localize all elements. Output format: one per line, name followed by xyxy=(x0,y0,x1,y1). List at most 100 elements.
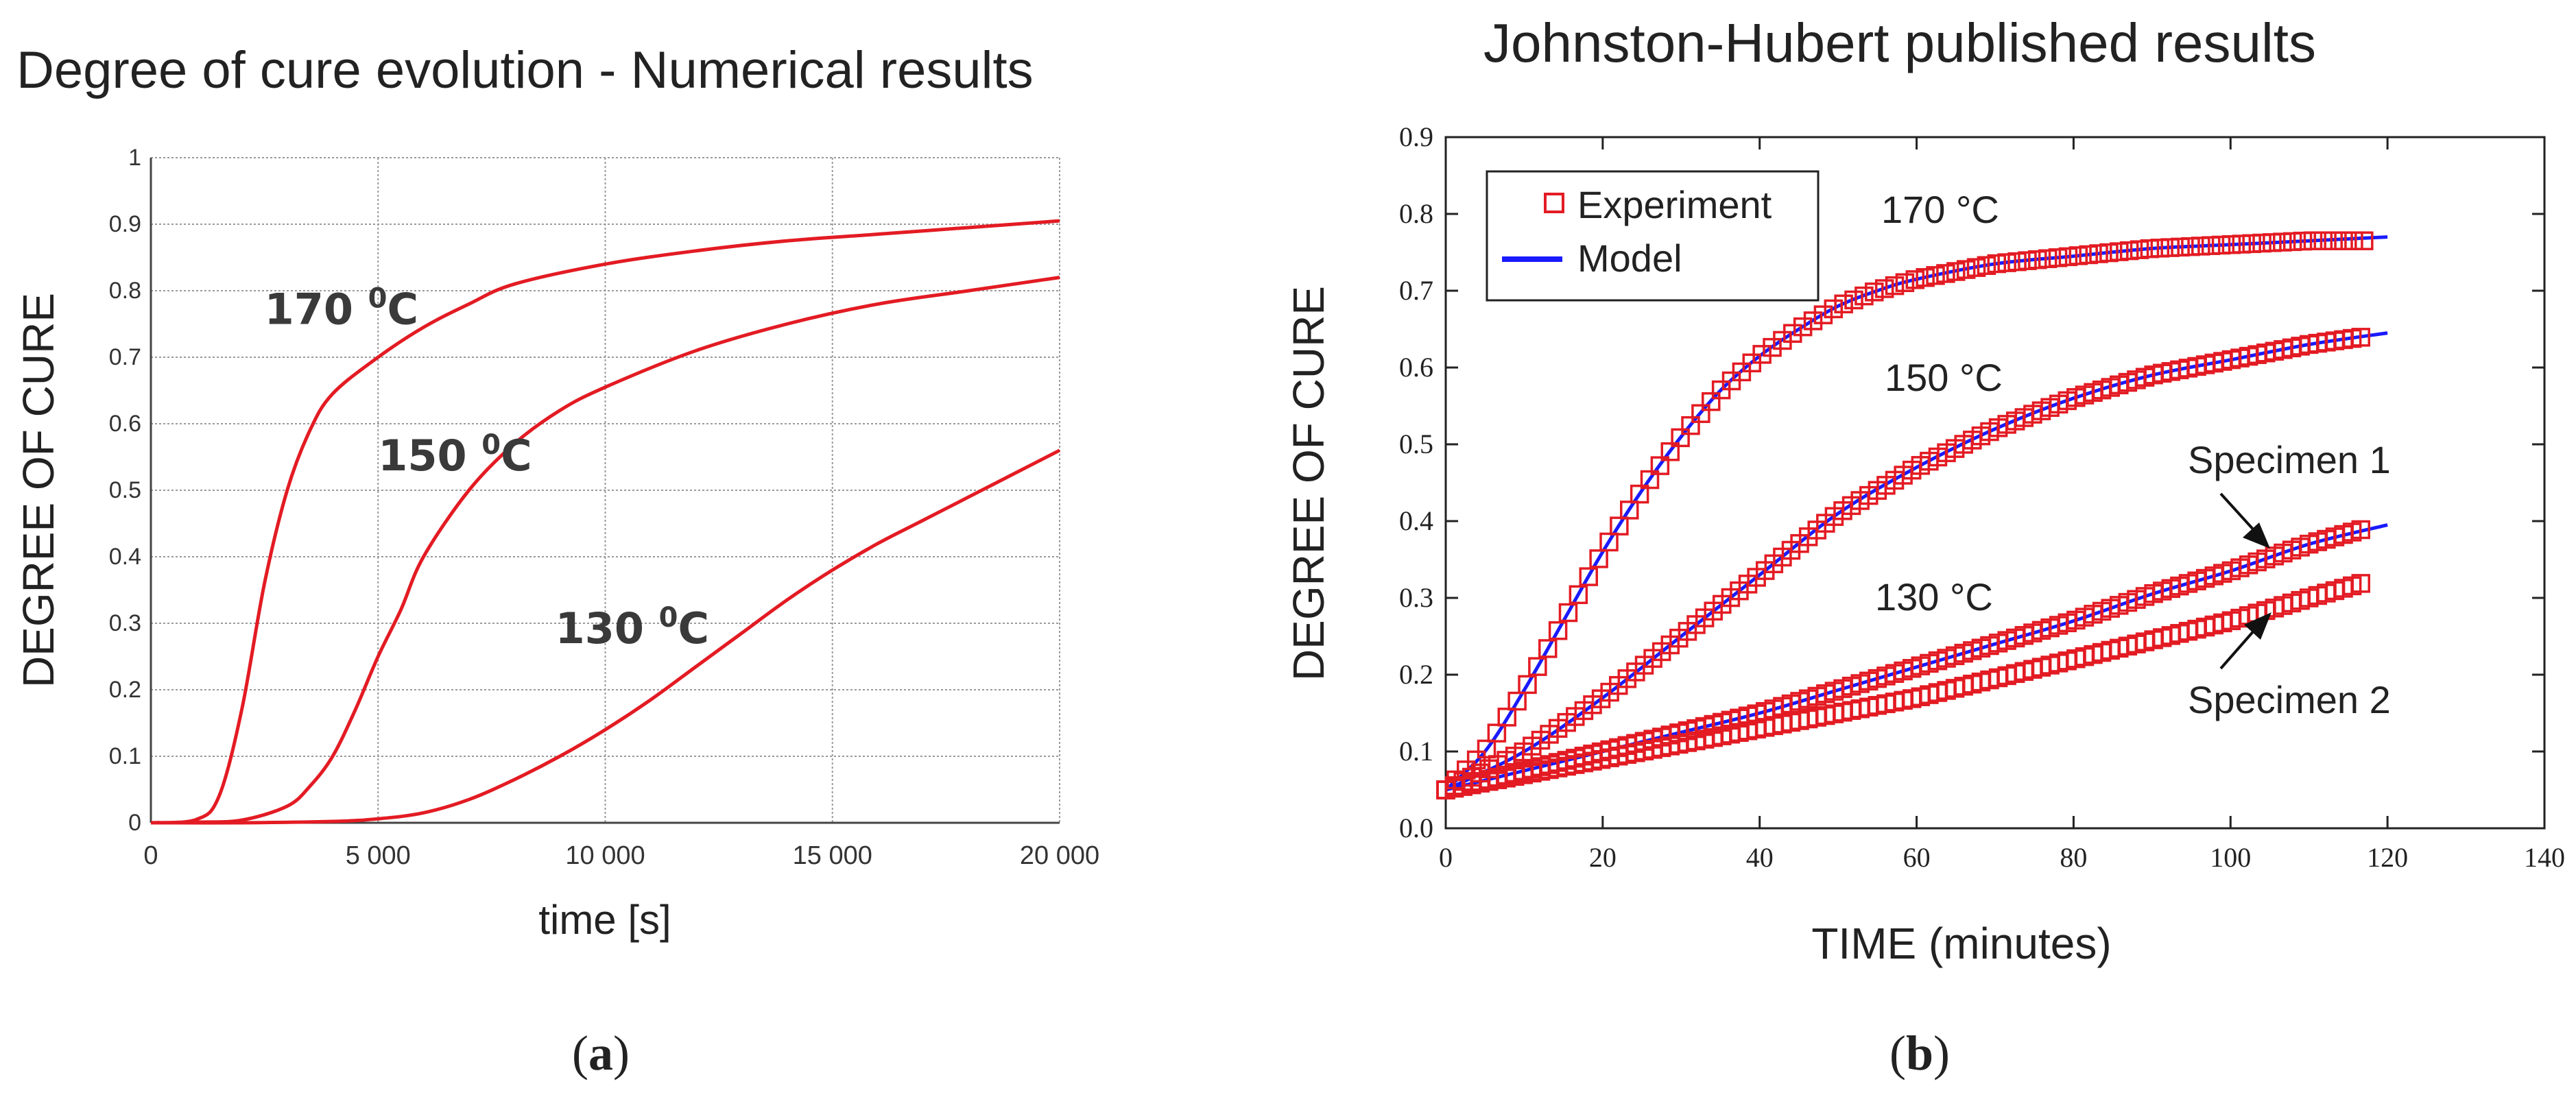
panel-a-y-ticks: 0 0.1 0.2 0.3 0.4 0.5 0.6 0.7 0.8 0.9 1 xyxy=(109,145,141,836)
panel-b-experiment-marker xyxy=(2351,328,2370,347)
panel-a-y-tick-label: 0.5 xyxy=(109,477,141,503)
panel-b-x-tick-label: 0 xyxy=(1439,842,1453,873)
panel-a-y-tick-label: 0.4 xyxy=(109,544,141,570)
panel-a-curve-label-1: 150 0C xyxy=(378,429,532,481)
panel-a-y-tick-label: 0.8 xyxy=(109,278,141,304)
label-130c: 130 °C xyxy=(1875,575,1993,618)
panel-b-experiment-marker xyxy=(2263,233,2282,252)
panel-b-experiment-marker xyxy=(2201,236,2221,255)
panel-b-y-tick-label: 0.8 xyxy=(1399,198,1433,229)
panel-b-experiment-marker xyxy=(1497,708,1517,727)
panel-b-experiment-marker xyxy=(1977,256,1996,276)
panel-b-y-label: DEGREE OF CURE xyxy=(1284,286,1333,681)
panel-b-experiment-marker xyxy=(2079,245,2098,265)
panel-b-x-tick-label: 40 xyxy=(1746,842,1774,873)
label-170c: 170 °C xyxy=(1881,188,1999,231)
panel-b-experiment-marker xyxy=(1783,324,1802,344)
panel-b-experiment-marker xyxy=(1987,254,2007,274)
panel-b-x-tick-label: 100 xyxy=(2210,842,2251,873)
panel-b-experiment-marker xyxy=(1507,691,1527,711)
panel-b-experiment-marker xyxy=(2007,252,2027,272)
panel-b-y-tick-label: 0.6 xyxy=(1399,352,1433,383)
panel-a-curve-0 xyxy=(150,219,1060,825)
arrow-specimen-2-shaft xyxy=(2219,628,2256,670)
panel-b-experiment-marker xyxy=(1630,484,1649,504)
panel-b-experiment-marker xyxy=(2351,574,2370,593)
panel-b-y-tick-label: 0.1 xyxy=(1399,736,1433,767)
panel-b-experiment-marker xyxy=(2089,244,2108,263)
panel-b-experiment-marker xyxy=(2048,248,2068,267)
panel-b-experiment-marker xyxy=(1558,603,1578,623)
panel-a-x-tick-label: 10 000 xyxy=(565,841,645,870)
panel-b-title: Johnston-Hubert published results xyxy=(1483,12,2316,73)
panel-b-experiment-marker xyxy=(2028,250,2047,269)
arrow-specimen-1-shaft xyxy=(2219,492,2256,533)
panel-b-experiment-markers xyxy=(1436,231,2374,799)
panel-b-experiment-marker xyxy=(2313,231,2333,250)
panel-b-experiment-marker xyxy=(2018,251,2037,270)
panel-b-experiment-marker xyxy=(1548,621,1568,640)
panel-a-y-tick-label: 0 xyxy=(128,810,141,836)
panel-b-experiment-marker xyxy=(1997,253,2016,272)
panel-b-experiment-marker xyxy=(2354,231,2374,250)
panel-b-experiment-marker xyxy=(2171,237,2190,257)
panel-b-y-tick-label: 0.4 xyxy=(1399,505,1433,536)
panel-b: Johnston-Hubert published results 0.0 0.1… xyxy=(1284,12,2565,1081)
panel-a-x-tick-label: 5 000 xyxy=(346,841,411,870)
panel-b-experiment-marker xyxy=(1895,273,1915,292)
panel-b-experiment-marker xyxy=(2351,520,2370,540)
label-150c: 150 °C xyxy=(1885,356,2003,399)
panel-b-experiment-marker xyxy=(2273,232,2292,252)
panel-b-y-tick-label: 0.3 xyxy=(1399,582,1433,613)
panel-b-experiment-marker xyxy=(1671,428,1690,448)
panel-b-x-tick-label: 80 xyxy=(2060,842,2087,873)
panel-b-experiment-marker xyxy=(1702,392,1721,411)
panel-a-caption-letter: a xyxy=(588,1026,613,1081)
legend-model-label: Model xyxy=(1577,237,1682,280)
panel-b-experiment-marker xyxy=(1905,270,1925,289)
panel-b-x-tick-label: 20 xyxy=(1589,842,1617,873)
panel-b-experiment-marker xyxy=(1528,657,1547,676)
panel-b-experiment-marker xyxy=(2119,241,2139,261)
panel-b-experiment-marker xyxy=(2150,239,2170,258)
panel-b-legend: Experiment Model xyxy=(1486,170,1820,302)
panel-b-experiment-series-3 xyxy=(1436,574,2370,799)
panel-b-experiment-marker xyxy=(2293,231,2313,251)
panel-b-experiment-marker xyxy=(2303,231,2323,250)
panel-b-experiment-marker xyxy=(1966,258,1986,277)
panel-b-experiment-marker xyxy=(1589,549,1608,568)
panel-b-experiment-marker xyxy=(2252,233,2271,253)
panel-b-experiment-marker xyxy=(1599,532,1619,552)
panel-b-experiment-marker xyxy=(2130,240,2149,259)
panel-b-experiment-marker xyxy=(1569,585,1588,605)
arrow-specimen-1-head xyxy=(2243,522,2270,549)
panel-a-x-tick-label: 0 xyxy=(143,841,158,870)
panel-a-y-tick-label: 0.7 xyxy=(109,344,141,370)
panel-b-experiment-marker xyxy=(2242,234,2261,254)
panel-b-experiment-marker xyxy=(1885,276,1905,296)
panel-a-y-tick-label: 0.6 xyxy=(109,411,141,437)
panel-b-caption-letter: b xyxy=(1906,1026,1933,1081)
panel-a-title: Degree of cure evolution - Numerical res… xyxy=(16,41,1034,99)
panel-b-y-tick-label: 0.0 xyxy=(1399,813,1433,843)
panel-b-experiment-marker xyxy=(1518,675,1537,695)
panel-a-curve-label-0: 170 0C xyxy=(265,283,418,335)
panel-b-experiment-marker xyxy=(2324,231,2343,250)
panel-b-experiment-marker xyxy=(2334,231,2353,250)
panel-b-y-tick-label: 0.7 xyxy=(1399,275,1433,306)
panel-b-x-tick-label: 60 xyxy=(1903,842,1931,873)
panel-b-experiment-marker xyxy=(1803,311,1823,330)
panel-b-x-tick-label: 120 xyxy=(2367,842,2408,873)
panel-b-experiment-marker xyxy=(1620,501,1639,520)
panel-b-experiment-marker xyxy=(1579,567,1599,586)
panel-b-experiment-marker xyxy=(2038,249,2058,269)
panel-b-experiment-marker xyxy=(2181,237,2200,256)
panel-a-y-tick-label: 0.9 xyxy=(109,211,141,237)
panel-b-experiment-marker xyxy=(2232,234,2252,254)
panel-a-y-tick-label: 0.2 xyxy=(109,677,141,703)
panel-b-experiment-marker xyxy=(1855,286,1874,306)
panel-b-x-tick-label: 140 xyxy=(2524,842,2565,873)
label-specimen-2: Specimen 2 xyxy=(2188,678,2391,721)
panel-b-experiment-marker xyxy=(1538,639,1558,658)
panel-b-experiment-marker xyxy=(1834,294,1853,314)
